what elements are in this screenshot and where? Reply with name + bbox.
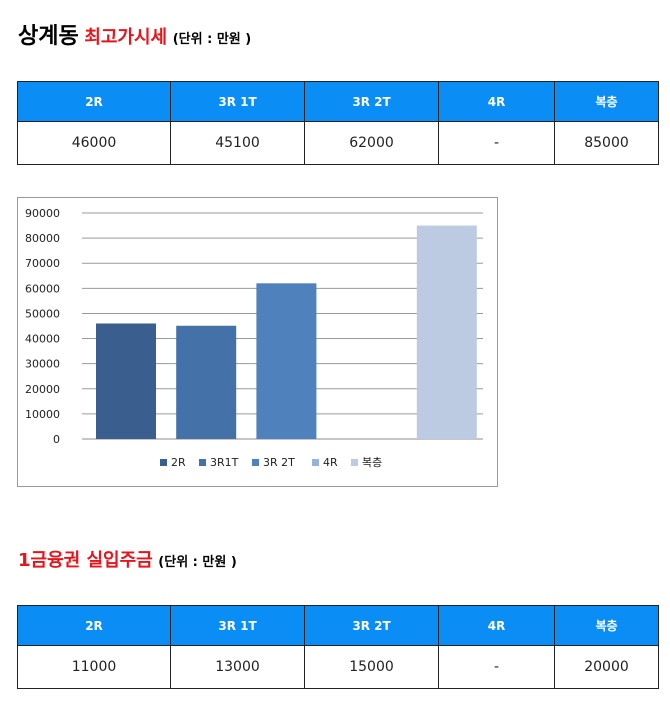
legend-label: 2R bbox=[171, 456, 186, 469]
y-tick-label: 10000 bbox=[25, 408, 60, 421]
max-price-header: 4R bbox=[438, 81, 555, 122]
move-in-header: 복층 bbox=[554, 605, 659, 646]
price-chart: 90000 80000 70000 60000 50000 40000 30000 20000… bbox=[17, 197, 498, 487]
y-tick-label: 50000 bbox=[25, 307, 60, 320]
max-price-cell: 62000 bbox=[304, 121, 439, 165]
section1-subtitle: 최고가시세 bbox=[84, 27, 168, 48]
move-in-header: 2R bbox=[17, 605, 171, 646]
section1-heading: 상계동 최고가시세 (단위 : 만원 ) bbox=[18, 18, 251, 50]
max-price-header: 2R bbox=[17, 81, 171, 122]
max-price-value-row: 46000 45100 62000 - 85000 bbox=[17, 121, 659, 165]
legend-label: 3R1T bbox=[210, 456, 239, 469]
max-price-cell: 85000 bbox=[554, 121, 659, 165]
y-tick-label: 30000 bbox=[25, 358, 60, 371]
move-in-cell: 13000 bbox=[170, 645, 305, 689]
move-in-header: 3R 2T bbox=[304, 605, 439, 646]
legend-swatch bbox=[199, 459, 206, 466]
section2-title: 1금융권 실입주금 bbox=[18, 550, 153, 571]
section2-unit: (단위 : 만원 ) bbox=[158, 555, 237, 570]
legend-swatch bbox=[252, 459, 259, 466]
max-price-table: 2R 3R 1T 3R 2T 4R 복층 46000 45100 62000 -… bbox=[17, 81, 659, 165]
max-price-cell: 46000 bbox=[17, 121, 171, 165]
bar bbox=[256, 283, 317, 439]
move-in-cell: 15000 bbox=[304, 645, 439, 689]
max-price-cell: - bbox=[438, 121, 555, 165]
bar bbox=[176, 325, 237, 439]
move-in-cell: - bbox=[438, 645, 555, 689]
max-price-cell: 45100 bbox=[170, 121, 305, 165]
max-price-header: 3R 1T bbox=[170, 81, 305, 122]
move-in-header: 3R 1T bbox=[170, 605, 305, 646]
y-tick-label: 40000 bbox=[25, 333, 60, 346]
move-in-header-row: 2R 3R 1T 3R 2T 4R 복층 bbox=[17, 605, 659, 646]
max-price-header: 3R 2T bbox=[304, 81, 439, 122]
legend-swatch bbox=[160, 459, 167, 466]
move-in-table: 2R 3R 1T 3R 2T 4R 복층 11000 13000 15000 -… bbox=[17, 605, 659, 689]
max-price-header: 복층 bbox=[554, 81, 659, 122]
move-in-header: 4R bbox=[438, 605, 555, 646]
max-price-header-row: 2R 3R 1T 3R 2T 4R 복층 bbox=[17, 81, 659, 122]
legend-label: 4R bbox=[323, 456, 338, 469]
section1-unit: (단위 : 만원 ) bbox=[172, 32, 252, 47]
legend-label: 3R 2T bbox=[263, 456, 295, 469]
y-tick-label: 60000 bbox=[25, 282, 60, 295]
bar bbox=[416, 225, 477, 439]
y-tick-label: 90000 bbox=[25, 207, 60, 220]
y-tick-label: 70000 bbox=[25, 257, 60, 270]
y-tick-label: 20000 bbox=[25, 383, 60, 396]
move-in-cell: 11000 bbox=[17, 645, 171, 689]
move-in-value-row: 11000 13000 15000 - 20000 bbox=[17, 645, 659, 689]
bar bbox=[96, 323, 156, 439]
legend-swatch bbox=[312, 459, 319, 466]
price-chart-svg: 90000 80000 70000 60000 50000 40000 30000 20000… bbox=[25, 207, 483, 469]
y-tick-label: 0 bbox=[53, 433, 60, 446]
section1-title: 상계동 bbox=[18, 24, 79, 49]
y-tick-label: 80000 bbox=[25, 232, 60, 245]
move-in-cell: 20000 bbox=[554, 645, 659, 689]
legend-swatch bbox=[351, 459, 358, 466]
section2-heading: 1금융권 실입주금 (단위 : 만원 ) bbox=[18, 546, 237, 572]
legend-label: 복층 bbox=[362, 456, 382, 469]
